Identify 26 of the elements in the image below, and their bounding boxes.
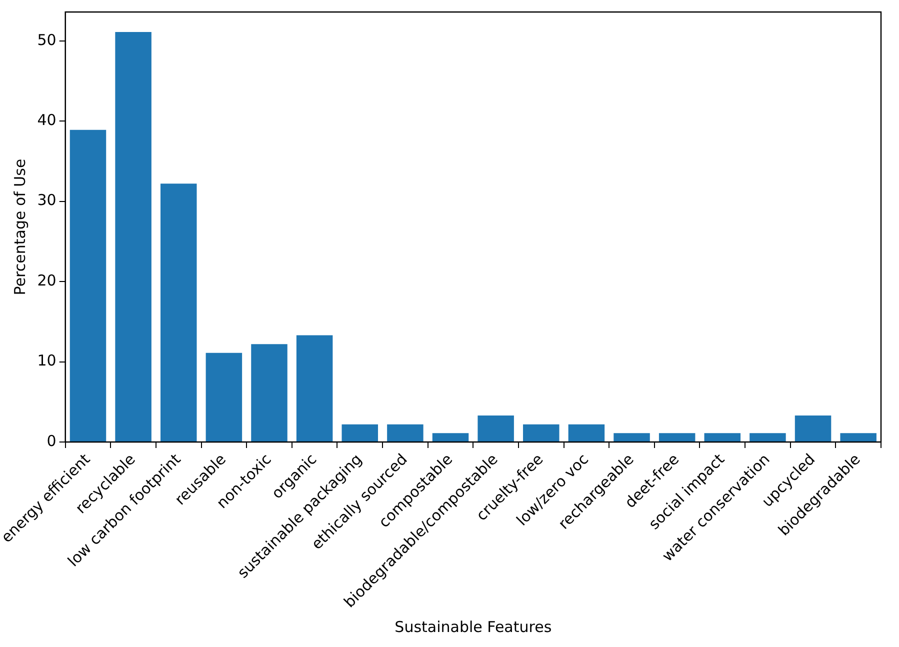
bar [704, 433, 741, 442]
y-tick-label: 30 [37, 191, 56, 210]
bar [387, 424, 424, 442]
bar [115, 32, 152, 442]
bar [523, 424, 560, 442]
bar [794, 416, 832, 442]
bar [296, 335, 333, 442]
y-tick-label: 10 [37, 352, 56, 370]
bar [342, 424, 378, 442]
bar [432, 433, 469, 442]
y-tick-label: 20 [37, 271, 56, 290]
bar [840, 433, 876, 442]
y-tick-label: 0 [46, 432, 56, 450]
bar [251, 344, 288, 442]
bar [568, 424, 605, 442]
y-axis-title: Percentage of Use [11, 158, 30, 296]
y-tick-label: 50 [37, 30, 56, 49]
bar [750, 433, 786, 442]
bar [478, 416, 514, 442]
y-tick-label: 40 [37, 110, 56, 129]
bar [614, 433, 650, 442]
bar [206, 352, 242, 442]
bar [70, 130, 106, 442]
bar [160, 184, 197, 442]
bar [658, 433, 696, 442]
x-axis-title: Sustainable Features [394, 618, 552, 636]
